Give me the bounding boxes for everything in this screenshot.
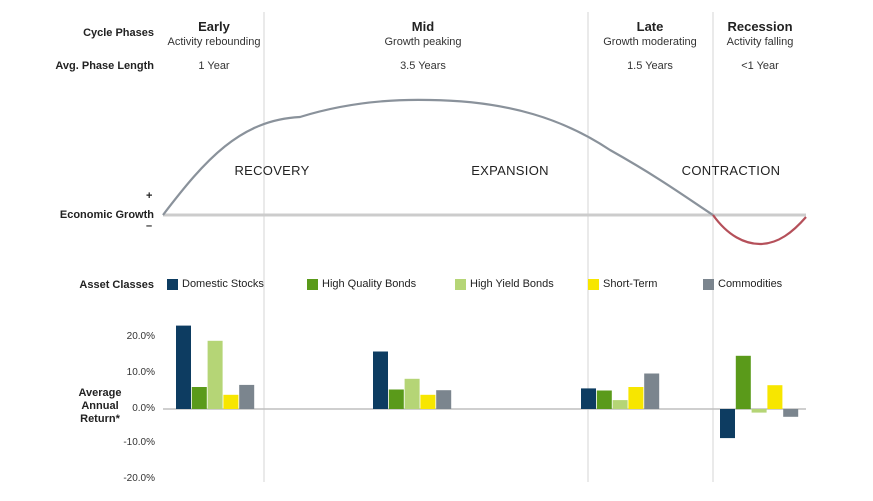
legend-swatch xyxy=(167,278,178,290)
legend-label: Commodities xyxy=(718,278,783,290)
phase-length-mid: 3.5 Years xyxy=(400,60,446,72)
y-tick-label: -20.0% xyxy=(123,473,155,484)
bar-late-high-yield-bonds xyxy=(612,400,628,409)
y-tick-label: -10.0% xyxy=(123,437,155,448)
bar-recession-high-quality-bonds xyxy=(735,355,751,410)
legend-label: High Yield Bonds xyxy=(470,278,554,290)
legend-swatch xyxy=(455,278,466,290)
bar-mid-commodities xyxy=(436,390,452,409)
phase-length-early: 1 Year xyxy=(198,60,230,72)
legend-label: Domestic Stocks xyxy=(182,278,264,290)
legend-swatch xyxy=(588,278,599,290)
phase-desc-recession: Activity falling xyxy=(726,36,794,48)
phase-name-late: Late xyxy=(636,19,664,34)
legend-item-short-term: Short-Term xyxy=(588,278,657,290)
stage-label-contraction: CONTRACTION xyxy=(681,163,781,178)
y-tick-label: 10.0% xyxy=(126,367,155,378)
bar-mid-short-term xyxy=(420,394,436,409)
stage-label-expansion: EXPANSION xyxy=(471,163,549,178)
bar-early-high-yield-bonds xyxy=(207,340,223,409)
phase-length-late: 1.5 Years xyxy=(627,60,673,72)
phase-length-recession: <1 Year xyxy=(741,60,779,72)
bar-recession-short-term xyxy=(767,385,783,409)
stage-label-recovery: RECOVERY xyxy=(234,163,310,178)
bar-early-high-quality-bonds xyxy=(191,387,207,409)
bar-recession-domestic-stocks xyxy=(720,409,735,439)
bar-recession-high-yield-bonds xyxy=(751,409,767,413)
cycle-phases-label: Cycle Phases xyxy=(83,27,154,39)
phase-desc-early: Activity rebounding xyxy=(167,36,261,48)
legend-item-commodities: Commodities xyxy=(703,278,782,290)
bar-late-short-term xyxy=(628,387,644,409)
bar-early-commodities xyxy=(239,384,255,409)
legend-label: High Quality Bonds xyxy=(322,278,417,290)
legend-label: Short-Term xyxy=(603,278,658,290)
phase-name-mid: Mid xyxy=(411,19,435,34)
legend-item-domestic-stocks: Domestic Stocks xyxy=(167,278,264,290)
bar-mid-high-yield-bonds xyxy=(404,378,420,409)
growth-curve xyxy=(162,98,714,216)
bar-mid-domestic-stocks xyxy=(373,351,388,409)
y-tick-label: 0.0% xyxy=(132,403,155,414)
growth-minus-sign: – xyxy=(146,220,153,232)
phase-dividers xyxy=(263,12,714,482)
economic-growth-label: Economic Growth xyxy=(59,209,154,221)
bar-early-short-term xyxy=(223,394,239,409)
phase-name-early: Early xyxy=(198,19,230,34)
phase-desc-late: Growth moderating xyxy=(603,36,697,48)
legend-swatch xyxy=(307,278,318,290)
legend-swatch xyxy=(703,278,714,290)
return-bars xyxy=(176,325,799,439)
bar-recession-commodities xyxy=(783,409,799,417)
recession-curve xyxy=(712,214,807,246)
phase-name-recession: Recession xyxy=(727,19,793,34)
phase-desc-mid: Growth peaking xyxy=(384,36,462,48)
bar-late-high-quality-bonds xyxy=(596,390,612,409)
y-tick-label: 20.0% xyxy=(126,331,155,342)
growth-plus-sign: + xyxy=(146,190,153,202)
bar-late-commodities xyxy=(644,373,660,409)
legend-item-high-quality-bonds: High Quality Bonds xyxy=(307,278,416,290)
asset-classes-label: Asset Classes xyxy=(79,279,154,291)
bar-mid-high-quality-bonds xyxy=(388,389,404,409)
y-axis-label: Average Annual Return* xyxy=(78,387,122,425)
bar-late-domestic-stocks xyxy=(581,388,596,409)
legend-item-high-yield-bonds: High Yield Bonds xyxy=(455,278,554,290)
bar-early-domestic-stocks xyxy=(176,325,191,409)
avg-phase-length-label: Avg. Phase Length xyxy=(55,60,154,72)
